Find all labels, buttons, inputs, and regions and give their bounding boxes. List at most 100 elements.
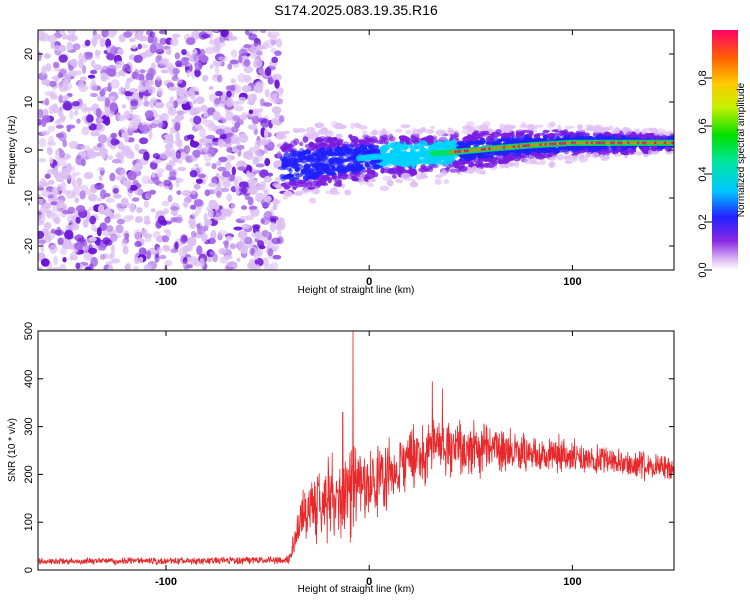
spectrogram-noise-cell (175, 60, 183, 68)
spectrogram-noise-cell (53, 217, 61, 225)
spectrogram-noise-cell (233, 226, 243, 231)
spectrogram-noise-cell (141, 229, 149, 238)
spectrogram-noise-cell (271, 237, 281, 244)
spectrogram-noise-cell (180, 56, 189, 66)
spectrogram-noise-cell (202, 74, 209, 82)
spectrogram-signal-cell (634, 151, 645, 156)
spectrogram-noise-cell (80, 184, 89, 191)
spectrogram-noise-cell (225, 161, 232, 171)
spectrogram-signal-cell (338, 172, 344, 176)
spectrogram-signal-cell (283, 190, 293, 197)
spectrogram-signal-cell (375, 140, 384, 144)
spectrogram-signal-cell (302, 174, 310, 182)
spectrogram-noise-cell (230, 134, 240, 145)
spectrogram-noise-cell (243, 59, 251, 67)
spectrogram-noise-cell (55, 30, 60, 33)
spectrogram-signal-cell (479, 124, 489, 131)
spectrogram-noise-cell (56, 156, 67, 167)
spectrogram-noise-cell (200, 48, 206, 58)
spectrogram-noise-cell (215, 90, 223, 97)
spectrogram-noise-cell (38, 72, 48, 81)
spectrogram-signal-cell (499, 163, 505, 169)
spectrogram-x-tick-label: 100 (563, 276, 581, 288)
spectrogram-noise-cell (154, 102, 165, 109)
spectrogram-signal-cell (564, 160, 573, 164)
spectrogram-signal-cell (585, 124, 594, 128)
spectrogram-noise-cell (187, 219, 196, 225)
spectrogram-signal-cell (299, 156, 307, 160)
spectrogram-noise-cell (49, 80, 57, 88)
spectrogram-noise-cell (269, 34, 278, 45)
spectrogram-noise-cell (243, 44, 252, 49)
spectrogram-noise-cell (52, 61, 60, 69)
spectrogram-signal-cell (406, 140, 411, 146)
spectrogram-noise-cell (165, 220, 172, 225)
snr-series (38, 331, 674, 567)
spectrogram-noise-cell (41, 65, 47, 76)
spectrogram-noise-cell (130, 98, 139, 107)
spectrogram-noise-cell (145, 190, 152, 198)
spectrogram-noise-cell (64, 231, 73, 239)
spectrogram-noise-cell (45, 63, 52, 72)
spectrogram-noise-cell (104, 239, 113, 246)
spectrogram-noise-cell (94, 49, 101, 56)
spectrogram-noise-cell (175, 150, 182, 159)
spectrogram-signal-cell (361, 141, 371, 146)
spectrogram-noise-cell (261, 230, 269, 238)
spectrogram-noise-cell (151, 159, 162, 164)
spectrogram-signal-cell (282, 174, 290, 180)
spectrogram-signal-cell (541, 152, 549, 159)
spectrogram-noise-cell (38, 230, 45, 240)
spectrogram-signal-cell (591, 152, 600, 159)
spectrogram-signal-cell (585, 153, 591, 158)
spectrogram-signal-cell (547, 146, 554, 153)
spectrogram-signal-cell (467, 134, 474, 142)
spectrogram-signal-cell (334, 167, 344, 173)
spectrogram-noise-cell (99, 222, 108, 231)
spectrogram-noise-cell (239, 230, 247, 236)
spectrogram-noise-cell (176, 78, 183, 84)
spectrogram-x-axis-label: Height of straight line (km) (298, 285, 415, 296)
spectrogram-signal-cell (465, 140, 474, 146)
spectrogram-noise-cell (275, 224, 285, 231)
spectrogram-signal-cell (439, 171, 448, 177)
spectrogram-signal-cell (577, 130, 583, 136)
spectrogram-noise-cell (82, 219, 89, 228)
spectrogram-noise-cell (217, 74, 223, 83)
spectrogram-noise-cell (71, 178, 77, 187)
colorbar-gradient (712, 30, 738, 270)
spectrogram-noise-cell (47, 125, 56, 133)
spectrogram-noise-cell (182, 190, 191, 197)
spectrogram-signal-cell (431, 135, 438, 140)
spectrogram-noise-cell (97, 143, 102, 148)
spectrogram-noise-cell (247, 93, 257, 104)
spectrogram-signal-cell (515, 131, 522, 138)
spectrogram-noise-cell (80, 159, 86, 167)
spectrogram-signal-cell (492, 157, 499, 161)
spectrogram-signal-cell (281, 163, 287, 169)
spectrogram-noise-cell (144, 236, 152, 243)
spectrogram-noise-cell (99, 37, 106, 48)
spectrogram-noise-cell (68, 140, 79, 149)
spectrogram-signal-cell (326, 172, 336, 176)
spectrogram-noise-cell (121, 104, 127, 109)
spectrogram-noise-cell (122, 63, 131, 73)
spectrogram-signal-cell (528, 130, 534, 136)
spectrogram-signal-cell (505, 126, 513, 133)
spectrogram-noise-cell (190, 30, 201, 40)
spectrogram-signal-cell (495, 128, 502, 136)
spectrogram-noise-cell (238, 48, 248, 57)
spectrogram-signal-cell (532, 159, 537, 164)
spectrogram-noise-cell (267, 172, 273, 177)
snr-y-tick-label: 0 (23, 567, 35, 573)
spectrogram-noise-cell (134, 216, 144, 223)
spectrogram-noise-cell (118, 86, 125, 92)
spectrogram-signal-cell (379, 185, 390, 191)
spectrogram-signal-cell (482, 155, 490, 159)
spectrogram-noise-cell (123, 215, 132, 223)
spectrogram-noise-cell (194, 61, 203, 71)
spectrogram-signal-cell (293, 138, 300, 146)
spectrogram-signal-cell (572, 154, 582, 158)
spectrogram-noise-cell (128, 122, 138, 132)
